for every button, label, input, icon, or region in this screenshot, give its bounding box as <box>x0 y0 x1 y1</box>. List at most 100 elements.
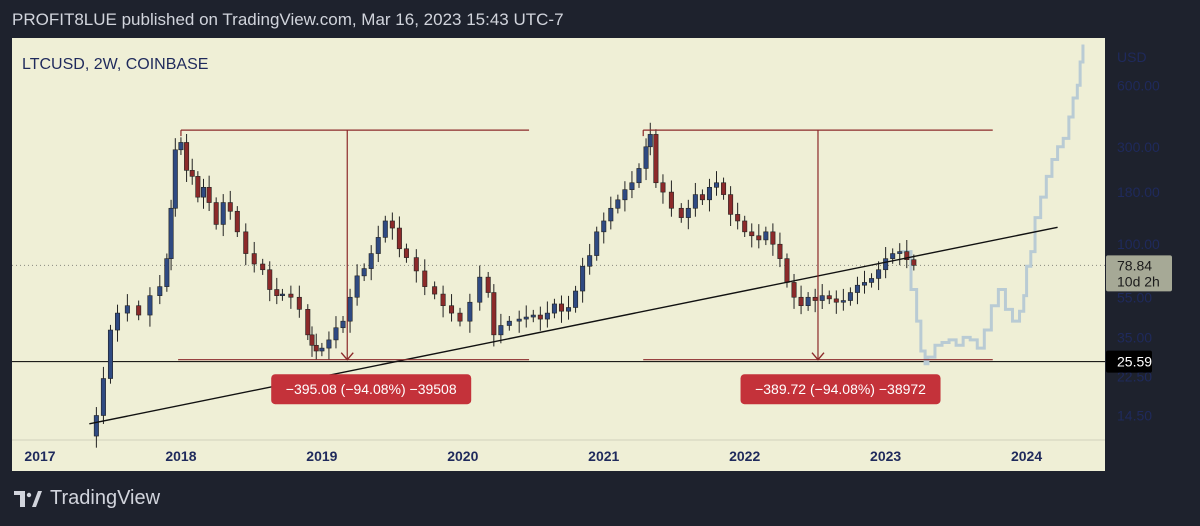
candle-body <box>854 284 860 293</box>
candle-body <box>580 265 586 292</box>
measure-label-text: −395.08 (−94.08%) −39508 <box>286 381 457 397</box>
x-tick-label: 2017 <box>24 448 55 464</box>
candle-body <box>189 170 195 177</box>
candle-body <box>313 344 319 352</box>
candle-body <box>243 231 249 254</box>
candle-body <box>833 298 839 303</box>
candle-body <box>485 276 491 293</box>
candle-body <box>876 269 882 279</box>
footer-brand-label: TradingView <box>50 487 161 509</box>
candle-body <box>558 303 564 312</box>
candle-body <box>819 295 825 301</box>
candle-body <box>791 282 797 298</box>
candle-body <box>622 189 628 201</box>
currency-label: USD <box>1117 49 1147 65</box>
candle-body <box>706 186 712 201</box>
candle-body <box>467 301 473 322</box>
candle-body <box>279 293 285 296</box>
publish-header: PROFIT8LUE published on TradingView.com,… <box>12 10 564 29</box>
last-price-value: 78.84 <box>1117 257 1152 273</box>
measure-arrow-head <box>340 352 354 361</box>
candle-body <box>516 318 522 322</box>
x-tick-label: 2019 <box>306 448 337 464</box>
candle-body <box>653 134 659 184</box>
candle-body <box>861 282 867 286</box>
candle-body <box>288 293 294 298</box>
candle-body <box>347 296 353 322</box>
y-tick-label: 55.00 <box>1117 289 1152 305</box>
candle-body <box>904 251 910 260</box>
candle-body <box>93 415 99 437</box>
candle-body <box>326 339 332 349</box>
candle-body <box>897 251 903 254</box>
candle-body <box>267 269 273 290</box>
x-tick-label: 2024 <box>1011 448 1042 464</box>
candle-body <box>615 199 621 209</box>
chart-title: LTCUSD, 2W, COINBASE <box>22 56 208 73</box>
candle-body <box>692 194 698 209</box>
candle-body <box>685 207 691 218</box>
candle-body <box>172 149 178 209</box>
candle-body <box>361 268 367 277</box>
candle-body <box>305 309 311 336</box>
candle-body <box>107 329 113 379</box>
footer-brand[interactable]: TradingView <box>14 487 160 510</box>
candle-body <box>668 191 674 209</box>
candle-body <box>566 307 572 312</box>
candle-body <box>869 278 875 283</box>
candle-body <box>636 168 642 184</box>
candle-body <box>382 220 388 238</box>
x-tick-label: 2021 <box>588 448 619 464</box>
candle-body <box>678 207 684 218</box>
y-tick-label: 180.00 <box>1117 184 1160 200</box>
candle-body <box>883 258 889 271</box>
candle-body <box>608 207 614 222</box>
candle-body <box>749 231 755 237</box>
candle-body <box>491 292 497 336</box>
candle-body <box>195 176 201 198</box>
candle-body <box>234 210 240 233</box>
candle-body <box>587 255 593 267</box>
candle-body <box>530 314 536 318</box>
candle-body <box>847 292 853 301</box>
candle-body <box>647 134 653 148</box>
measurements: −395.08 (−94.08%) −39508 −389.72 (−94.08%… <box>178 129 993 405</box>
candle-body <box>333 327 339 341</box>
projection-path <box>899 44 1085 366</box>
candle-body <box>911 259 917 266</box>
candle-body <box>164 258 170 287</box>
candle-body <box>537 314 543 320</box>
candle-body <box>629 182 635 190</box>
candle-body <box>643 146 649 169</box>
y-axis: 600.00300.00180.00100.0055.0035.0022.501… <box>1117 77 1160 423</box>
y-tick-label: 35.00 <box>1117 329 1152 345</box>
candle-body <box>340 320 346 329</box>
candle-body <box>184 142 190 171</box>
y-tick-label: 300.00 <box>1117 139 1160 155</box>
candle-body <box>168 207 174 259</box>
candle-body <box>728 194 734 215</box>
candle-body <box>422 270 428 287</box>
x-tick-label: 2020 <box>447 448 478 464</box>
candle-body <box>826 295 832 300</box>
last-price-tag <box>1106 255 1172 292</box>
candle-body <box>213 202 219 225</box>
candle-body <box>777 243 783 259</box>
level-price-tag <box>1106 350 1152 373</box>
candle-body <box>477 276 483 303</box>
candle-body <box>699 194 705 201</box>
candle-body <box>551 303 557 314</box>
x-tick-label: 2022 <box>729 448 760 464</box>
candle-body <box>260 263 266 271</box>
candle-body <box>274 289 280 296</box>
candle-body <box>812 296 818 301</box>
candle-body <box>157 286 163 296</box>
candle-body <box>147 295 153 316</box>
candle-body <box>440 293 446 307</box>
candle-body <box>890 253 896 259</box>
candle-body <box>721 182 727 195</box>
candle-body <box>368 253 374 269</box>
candle-body <box>840 300 846 303</box>
